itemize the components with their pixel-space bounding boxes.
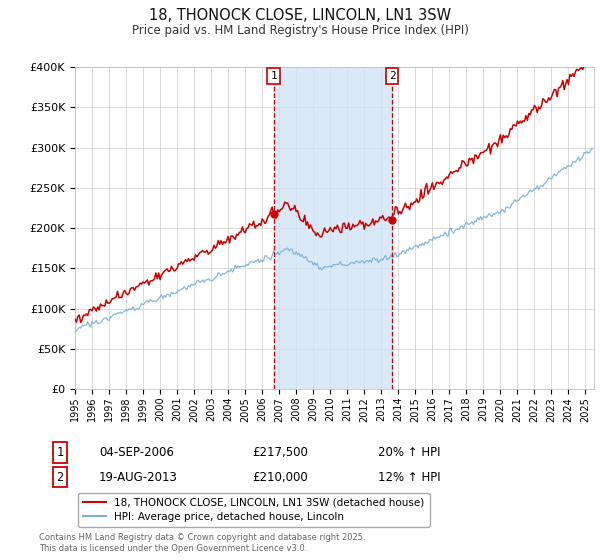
Bar xyxy=(274,67,392,389)
Text: 1: 1 xyxy=(270,71,277,81)
Text: 2: 2 xyxy=(389,71,395,81)
Text: 20% ↑ HPI: 20% ↑ HPI xyxy=(378,446,440,459)
Text: £217,500: £217,500 xyxy=(252,446,308,459)
Legend: 18, THONOCK CLOSE, LINCOLN, LN1 3SW (detached house), HPI: Average price, detach: 18, THONOCK CLOSE, LINCOLN, LN1 3SW (det… xyxy=(77,493,430,528)
Text: 04-SEP-2006: 04-SEP-2006 xyxy=(99,446,174,459)
Text: 12% ↑ HPI: 12% ↑ HPI xyxy=(378,470,440,484)
Text: 1: 1 xyxy=(56,446,64,459)
Text: 2: 2 xyxy=(56,470,64,484)
Text: £210,000: £210,000 xyxy=(252,470,308,484)
Text: 19-AUG-2013: 19-AUG-2013 xyxy=(99,470,178,484)
Text: Contains HM Land Registry data © Crown copyright and database right 2025.
This d: Contains HM Land Registry data © Crown c… xyxy=(39,533,365,553)
Text: 18, THONOCK CLOSE, LINCOLN, LN1 3SW: 18, THONOCK CLOSE, LINCOLN, LN1 3SW xyxy=(149,8,451,24)
Text: Price paid vs. HM Land Registry's House Price Index (HPI): Price paid vs. HM Land Registry's House … xyxy=(131,24,469,36)
